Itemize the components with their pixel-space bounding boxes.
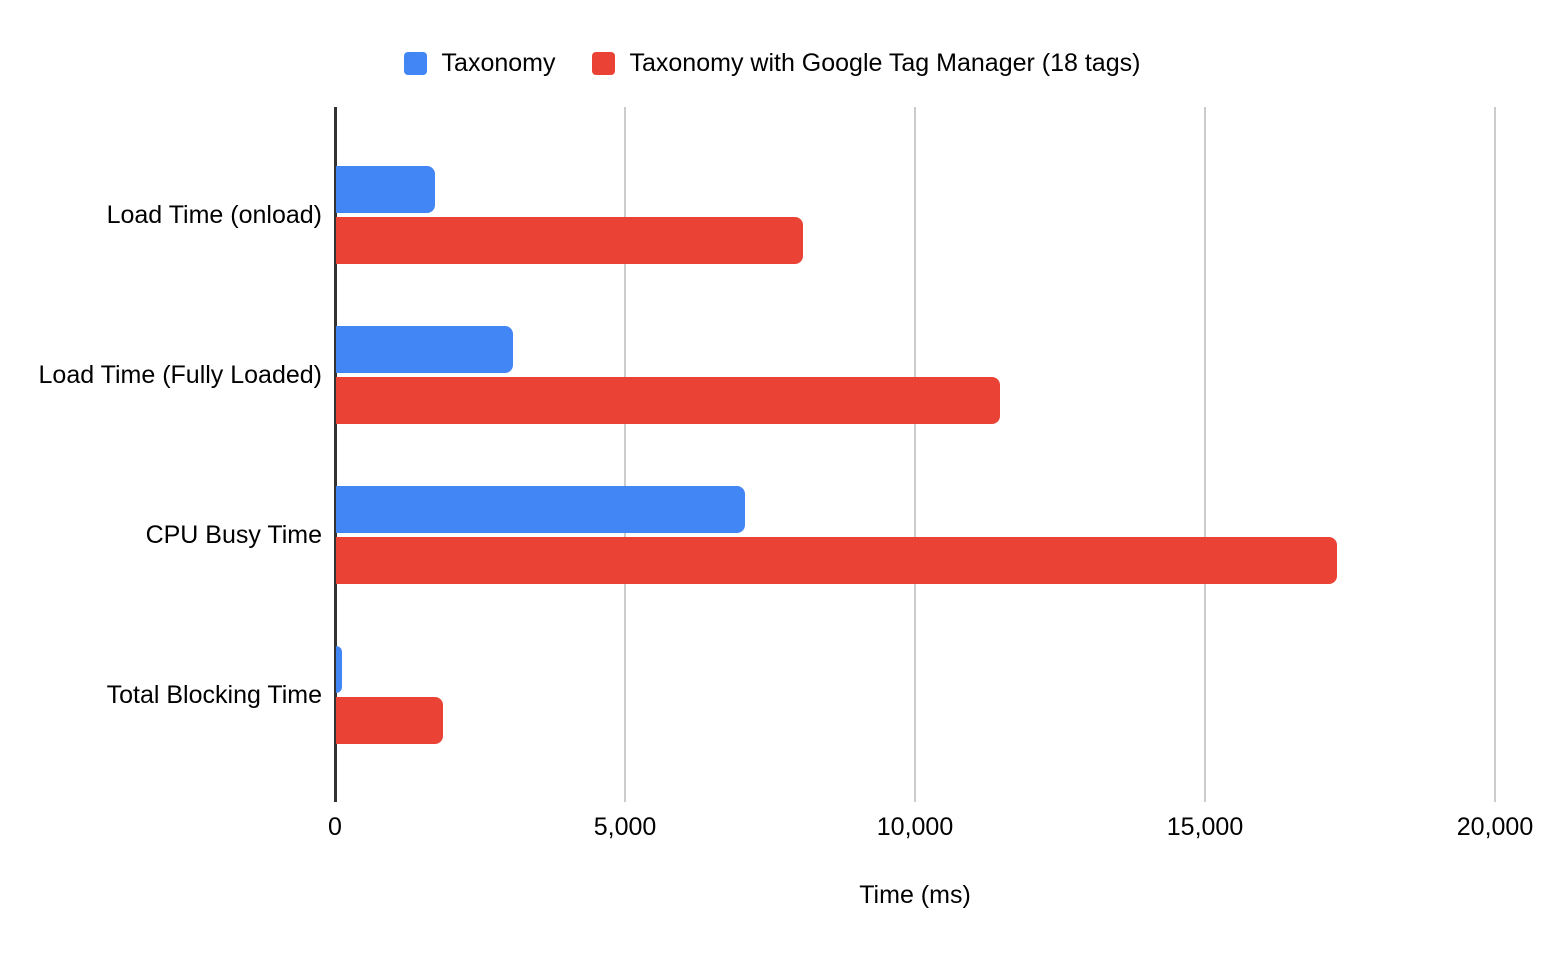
x-tick-label: 5,000 bbox=[593, 813, 657, 841]
category-label: CPU Busy Time bbox=[145, 521, 322, 549]
bar-series-0 bbox=[336, 326, 513, 373]
x-gridline bbox=[1204, 107, 1206, 802]
legend-swatch-taxonomy-icon bbox=[403, 52, 427, 75]
bar-series-1 bbox=[336, 377, 1001, 424]
x-tick-label: 10,000 bbox=[876, 813, 954, 841]
x-axis-title: Time (ms) bbox=[859, 881, 971, 909]
category-label: Load Time (onload) bbox=[106, 201, 322, 229]
legend-label-taxonomy-gtm: Taxonomy with Google Tag Manager (18 tag… bbox=[629, 49, 1141, 77]
x-tick-label: 20,000 bbox=[1456, 813, 1534, 841]
x-tick-label: 15,000 bbox=[1166, 813, 1244, 841]
legend-item-taxonomy: Taxonomy bbox=[403, 49, 556, 78]
bar-series-1 bbox=[336, 217, 803, 264]
legend-label-taxonomy: Taxonomy bbox=[441, 49, 556, 77]
legend-swatch-taxonomy-gtm-icon bbox=[591, 52, 615, 75]
legend-item-taxonomy-gtm: Taxonomy with Google Tag Manager (18 tag… bbox=[591, 49, 1141, 78]
bar-series-0 bbox=[336, 166, 435, 213]
bar-series-0 bbox=[336, 646, 342, 693]
category-label: Total Blocking Time bbox=[106, 681, 322, 709]
y-axis-line bbox=[333, 107, 337, 802]
chart-legend: Taxonomy Taxonomy with Google Tag Manage… bbox=[0, 49, 1544, 78]
x-gridline bbox=[914, 107, 916, 802]
x-tick-label: 0 bbox=[328, 813, 342, 841]
bar-series-1 bbox=[336, 697, 444, 744]
x-gridline bbox=[624, 107, 626, 802]
category-label: Load Time (Fully Loaded) bbox=[38, 361, 322, 389]
bar-series-0 bbox=[336, 486, 745, 533]
x-gridline bbox=[1494, 107, 1496, 802]
bar-series-1 bbox=[336, 537, 1337, 584]
